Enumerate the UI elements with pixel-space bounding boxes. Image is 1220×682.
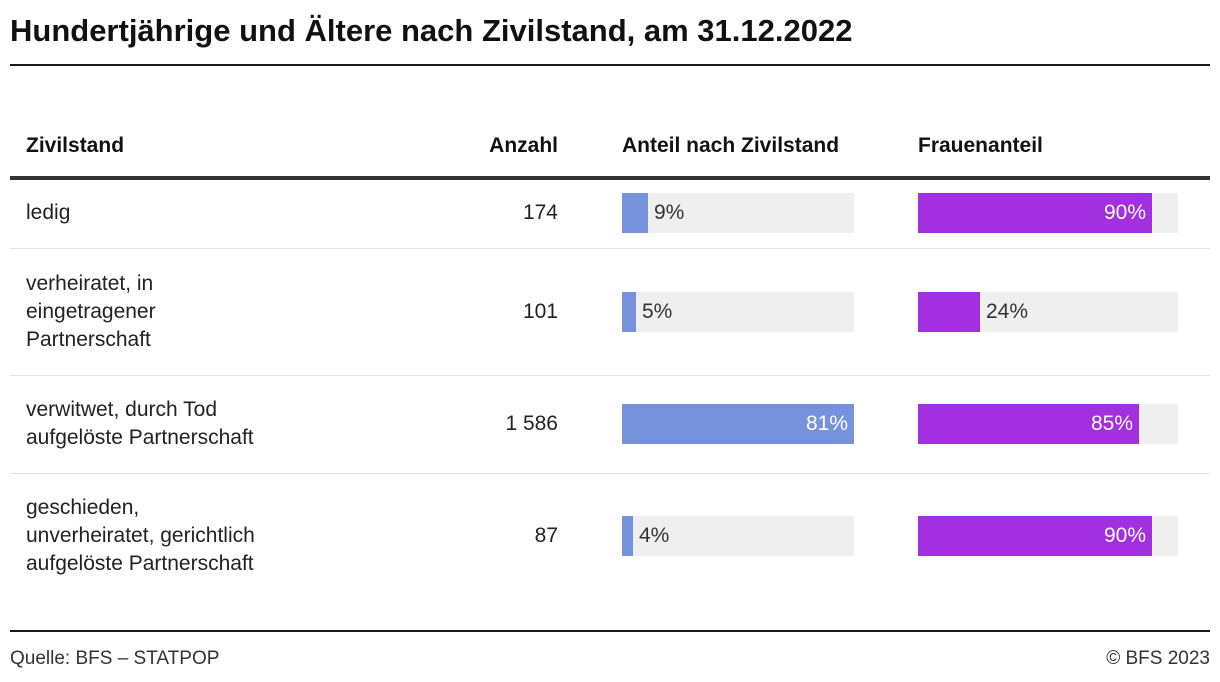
category-line: Partnerschaft <box>26 328 151 351</box>
women-bar-track: 90% <box>918 193 1178 233</box>
row-divider <box>10 375 1210 376</box>
women-bar-fill <box>918 193 1152 233</box>
source-note: Quelle: BFS – STATPOP <box>10 648 220 669</box>
category-line: verheiratet, in <box>26 272 154 295</box>
row-category: geschieden, unverheiratet, gerichtlich auf… <box>26 494 306 578</box>
women-bar-fill <box>918 516 1152 556</box>
column-header-frauenanteil: Frauenanteil <box>918 134 1043 157</box>
chart-title: Hundertjährige und Ältere nach Zivilstan… <box>10 13 853 48</box>
women-bar-track: 24% <box>918 292 1178 332</box>
share-bar-fill <box>622 193 648 233</box>
women-bar-fill <box>918 292 980 332</box>
row-count: 101 <box>522 300 558 323</box>
column-header-zivilstand: Zivilstand <box>26 134 125 157</box>
women-bar-label: 90% <box>1103 524 1146 547</box>
share-bar-label: 81% <box>805 412 848 435</box>
share-bar-fill <box>622 292 636 332</box>
column-header-anzahl: Anzahl <box>489 134 558 157</box>
row-count: 174 <box>522 201 558 224</box>
share-bar-label: 5% <box>642 300 673 323</box>
share-bar-fill <box>622 404 854 444</box>
category-line: aufgelöste Partnerschaft <box>26 552 254 575</box>
footer-divider <box>10 630 1210 632</box>
women-bar-label: 90% <box>1103 201 1146 224</box>
category-line: aufgelöste Partnerschaft <box>26 426 254 449</box>
column-header-anteil: Anteil nach Zivilstand <box>622 134 840 157</box>
share-bar-track: 9% <box>622 193 854 233</box>
share-bar-track: 5% <box>622 292 854 332</box>
women-bar-track: 90% <box>918 516 1178 556</box>
share-bar-label: 4% <box>639 524 670 547</box>
row-count: 87 <box>534 524 558 547</box>
category-line: eingetragener <box>26 300 156 323</box>
title-divider <box>10 64 1210 66</box>
header-divider <box>10 176 1210 180</box>
share-bar-label: 9% <box>654 201 685 224</box>
share-bar-track: 4% <box>622 516 854 556</box>
row-category: ledig <box>26 199 306 227</box>
row-count: 1 586 <box>505 412 558 435</box>
women-bar-fill <box>918 404 1139 444</box>
row-divider <box>10 473 1210 474</box>
copyright-note: © BFS 2023 <box>1106 648 1210 669</box>
share-bar-track: 81% <box>622 404 854 444</box>
category-line: ledig <box>26 201 71 224</box>
women-bar-label: 85% <box>1090 412 1133 435</box>
row-divider <box>10 248 1210 249</box>
category-line: geschieden, <box>26 496 140 519</box>
share-bar-fill <box>622 516 633 556</box>
women-bar-label: 24% <box>986 300 1029 323</box>
row-category: verwitwet, durch Tod aufgelöste Partnersc… <box>26 396 306 452</box>
category-line: unverheiratet, gerichtlich <box>26 524 255 547</box>
category-line: verwitwet, durch Tod <box>26 398 218 421</box>
women-bar-track: 85% <box>918 404 1178 444</box>
row-category: verheiratet, in eingetragener Partnerschaf… <box>26 270 306 354</box>
